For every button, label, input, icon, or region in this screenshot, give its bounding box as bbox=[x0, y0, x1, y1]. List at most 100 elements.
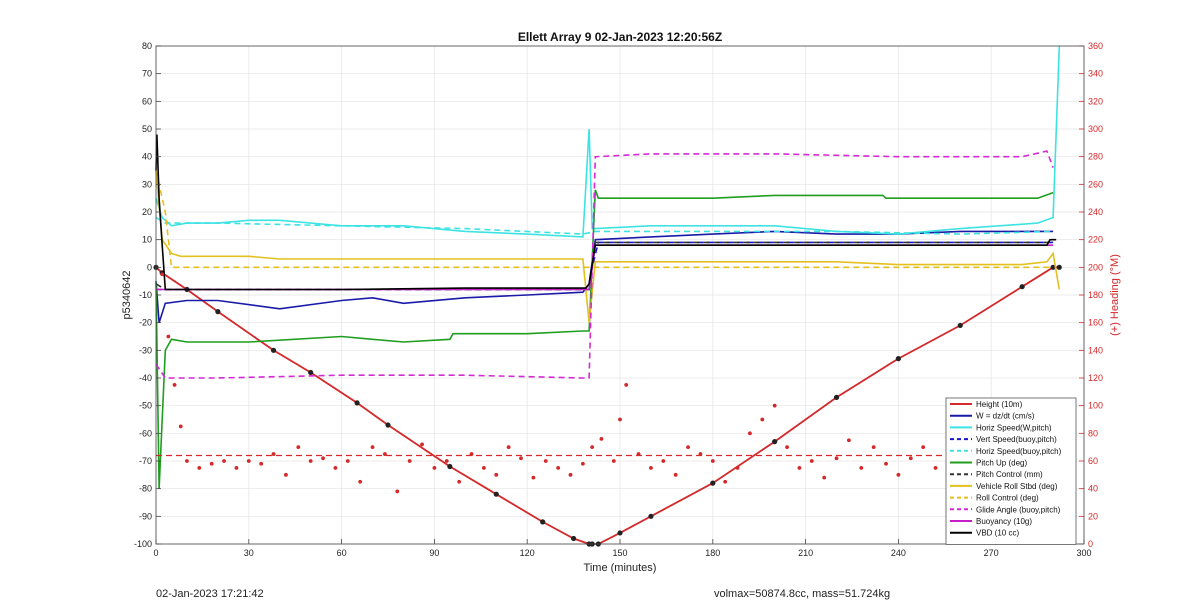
legend-label: Vert Speed(buoy,pitch) bbox=[976, 435, 1057, 444]
y2-tick-label: 200 bbox=[1088, 262, 1103, 272]
legend-label: W = dz/dt (cm/s) bbox=[976, 412, 1035, 421]
legend-label: Pitch Up (deg) bbox=[976, 459, 1027, 468]
heading-point bbox=[822, 475, 827, 480]
heading-point bbox=[178, 424, 183, 429]
y-tick-label: 50 bbox=[142, 124, 152, 134]
heading-point bbox=[296, 445, 301, 450]
heading-point bbox=[160, 272, 165, 277]
height-marker bbox=[1019, 284, 1025, 290]
heading-point bbox=[494, 472, 499, 477]
y2-tick-label: 320 bbox=[1088, 96, 1103, 106]
footer-params: volmax=50874.8cc, mass=51.724kg bbox=[714, 588, 891, 600]
heading-point bbox=[556, 466, 561, 470]
height-marker bbox=[617, 530, 623, 536]
heading-point bbox=[469, 452, 474, 456]
series-line-roll-ctl bbox=[155, 170, 1054, 269]
x-tick-label: 210 bbox=[798, 548, 813, 558]
legend-label: Glide Angle (buoy,pitch) bbox=[976, 505, 1061, 514]
y2-tick-label: 20 bbox=[1088, 511, 1098, 521]
height-marker bbox=[772, 439, 778, 445]
heading-point bbox=[772, 403, 777, 408]
y-tick-label: -60 bbox=[139, 428, 152, 438]
y2-tick-label: 220 bbox=[1088, 235, 1103, 245]
heading-point bbox=[432, 466, 437, 470]
heading-point bbox=[723, 479, 728, 484]
legend-label: Vehicle Roll Stbd (deg) bbox=[976, 482, 1058, 491]
y-tick-label: -40 bbox=[139, 373, 152, 383]
y2-tick-label: 0 bbox=[1088, 539, 1093, 549]
y-tick-label: 40 bbox=[142, 152, 152, 162]
legend-label: Buoyancy (10g) bbox=[976, 517, 1032, 526]
x-tick-label: 150 bbox=[612, 548, 627, 558]
y-tick-label: -20 bbox=[139, 318, 152, 328]
height-marker bbox=[833, 394, 840, 400]
height-marker bbox=[385, 422, 391, 428]
heading-point bbox=[649, 466, 653, 470]
heading-point bbox=[345, 459, 350, 463]
y-tick-label: -90 bbox=[139, 511, 152, 521]
y2-tick-label: 160 bbox=[1088, 318, 1103, 328]
heading-point bbox=[896, 472, 901, 477]
heading-point bbox=[673, 472, 678, 477]
heading-point bbox=[308, 459, 313, 463]
heading-point bbox=[661, 459, 666, 463]
heading-point bbox=[395, 489, 400, 494]
heading-point bbox=[259, 461, 264, 466]
x-tick-label: 0 bbox=[153, 548, 158, 558]
y2-tick-label: 240 bbox=[1088, 207, 1103, 217]
heading-point bbox=[481, 466, 486, 470]
height-marker bbox=[957, 322, 963, 329]
y-tick-label: 30 bbox=[142, 179, 152, 189]
x-tick-label: 120 bbox=[520, 548, 535, 558]
heading-point bbox=[748, 431, 752, 436]
heading-point bbox=[611, 459, 616, 463]
x-tick-label: 90 bbox=[429, 548, 439, 558]
y2-axis-label: (+) Heading (°M) bbox=[1109, 254, 1121, 336]
heading-point bbox=[506, 445, 511, 450]
heading-point bbox=[370, 445, 375, 450]
heading-point bbox=[847, 438, 851, 443]
y2-tick-label: 40 bbox=[1088, 484, 1098, 494]
heading-point bbox=[383, 452, 387, 456]
legend-label: Height (10m) bbox=[976, 400, 1023, 409]
x-tick-label: 270 bbox=[984, 548, 999, 558]
y-tick-label: -70 bbox=[139, 456, 152, 466]
y2-tick-label: 140 bbox=[1088, 345, 1103, 355]
chart-title: Ellett Array 9 02-Jan-2023 12:20:56Z bbox=[518, 30, 722, 44]
series-line-pitch-up bbox=[155, 189, 1054, 489]
heading-point bbox=[698, 452, 703, 456]
heading-point bbox=[234, 466, 239, 470]
height-marker bbox=[895, 356, 902, 362]
height-marker bbox=[308, 369, 314, 376]
legend-label: Roll Control (deg) bbox=[976, 494, 1039, 503]
heading-point bbox=[809, 459, 814, 463]
y2-tick-label: 280 bbox=[1088, 152, 1103, 162]
legend-label: Pitch Control (mm) bbox=[976, 470, 1043, 479]
x-tick-label: 60 bbox=[337, 548, 347, 558]
height-marker bbox=[540, 519, 546, 525]
series-line-vbd bbox=[155, 134, 1057, 291]
heading-point bbox=[618, 417, 622, 422]
y2-axis-ticks: 3603403203002802602402202001801601401201… bbox=[1079, 41, 1103, 549]
heading-point bbox=[333, 466, 338, 470]
heading-point bbox=[407, 459, 412, 463]
y-tick-label: 80 bbox=[142, 41, 152, 51]
y-tick-label: 0 bbox=[147, 262, 152, 272]
heading-point bbox=[457, 479, 462, 484]
heading-point bbox=[834, 456, 839, 461]
heading-point bbox=[871, 445, 876, 450]
y2-tick-label: 120 bbox=[1088, 373, 1103, 383]
heading-point bbox=[209, 461, 214, 466]
heading-point bbox=[321, 456, 325, 461]
heading-point bbox=[710, 459, 715, 463]
series-line-roll bbox=[155, 170, 1061, 323]
y-tick-label: -30 bbox=[139, 345, 152, 355]
x-tick-label: 30 bbox=[244, 548, 254, 558]
heading-point bbox=[686, 445, 690, 450]
height-marker bbox=[648, 513, 654, 519]
series-line-w bbox=[155, 230, 1054, 323]
x-tick-label: 300 bbox=[1076, 548, 1091, 558]
height-marker bbox=[270, 347, 277, 353]
heading-point bbox=[760, 417, 765, 422]
